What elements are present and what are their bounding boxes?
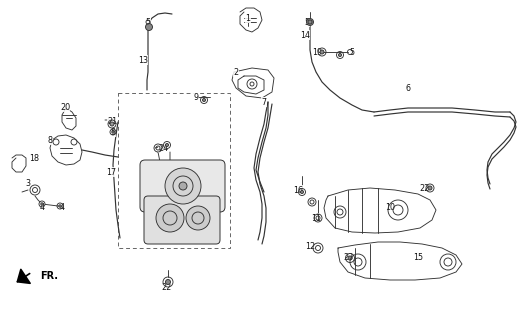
Text: 3: 3 xyxy=(25,179,31,188)
Circle shape xyxy=(110,122,114,126)
Circle shape xyxy=(428,186,432,190)
Circle shape xyxy=(179,182,187,190)
Text: 4: 4 xyxy=(60,203,65,212)
Text: 9: 9 xyxy=(193,92,198,101)
Circle shape xyxy=(300,190,304,194)
Circle shape xyxy=(165,279,170,284)
Text: 5: 5 xyxy=(146,18,151,27)
Text: 8: 8 xyxy=(48,135,52,145)
Text: 22: 22 xyxy=(420,183,430,193)
Text: 15: 15 xyxy=(413,253,423,262)
Text: 5: 5 xyxy=(305,18,310,27)
Text: 24: 24 xyxy=(158,143,168,153)
Text: 17: 17 xyxy=(106,167,116,177)
Text: 5: 5 xyxy=(350,47,354,57)
Text: 14: 14 xyxy=(300,30,310,39)
Text: 16: 16 xyxy=(293,186,303,195)
Circle shape xyxy=(59,205,61,207)
Circle shape xyxy=(307,19,313,26)
Text: 1: 1 xyxy=(246,13,251,22)
Text: 20: 20 xyxy=(60,102,70,111)
Text: 2: 2 xyxy=(234,68,239,76)
Text: 11: 11 xyxy=(311,213,321,222)
Text: 5: 5 xyxy=(110,127,116,137)
Text: FR.: FR. xyxy=(40,271,58,281)
Text: 4: 4 xyxy=(39,203,45,212)
Circle shape xyxy=(338,53,341,57)
Circle shape xyxy=(165,143,168,147)
Text: 6: 6 xyxy=(406,84,410,92)
Text: 21: 21 xyxy=(107,116,117,125)
Text: 7: 7 xyxy=(262,98,267,107)
Circle shape xyxy=(146,23,152,30)
Text: 22: 22 xyxy=(162,283,172,292)
Text: 18: 18 xyxy=(29,154,39,163)
Circle shape xyxy=(348,256,352,260)
Circle shape xyxy=(320,50,324,54)
Circle shape xyxy=(165,168,201,204)
Circle shape xyxy=(156,204,184,232)
Bar xyxy=(118,93,230,248)
Text: 13: 13 xyxy=(138,55,148,65)
FancyArrowPatch shape xyxy=(18,269,30,283)
Text: 10: 10 xyxy=(385,203,395,212)
Text: 23: 23 xyxy=(343,253,353,262)
Text: 12: 12 xyxy=(305,242,315,251)
Circle shape xyxy=(186,206,210,230)
FancyBboxPatch shape xyxy=(140,160,225,212)
FancyBboxPatch shape xyxy=(144,196,220,244)
Text: 19: 19 xyxy=(312,47,322,57)
Circle shape xyxy=(41,203,43,205)
Circle shape xyxy=(112,131,114,133)
Circle shape xyxy=(203,99,206,101)
